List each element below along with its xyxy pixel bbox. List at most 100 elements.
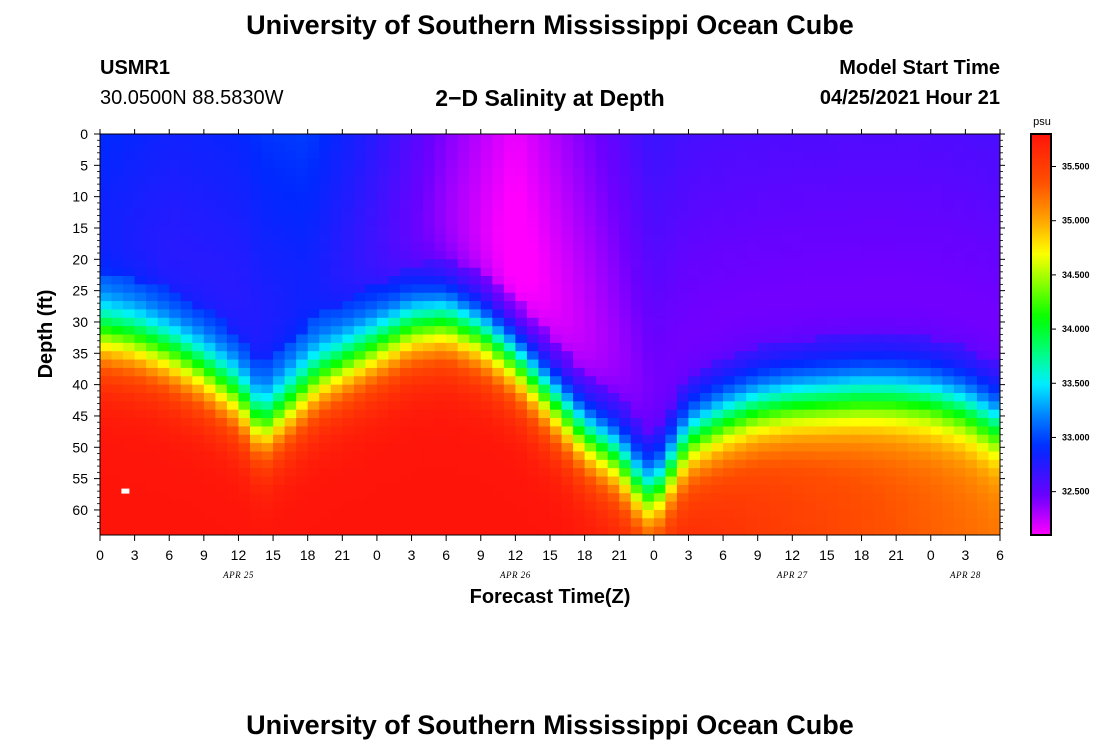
heatmap-cell	[803, 509, 816, 519]
heatmap-cell	[723, 451, 736, 461]
heatmap-cell	[273, 501, 286, 511]
heatmap-cell	[584, 301, 597, 311]
heatmap-cell	[446, 225, 459, 235]
heatmap-cell	[815, 250, 828, 260]
heatmap-cell	[365, 351, 378, 361]
heatmap-cell	[711, 509, 724, 519]
heatmap-cell	[815, 284, 828, 294]
heatmap-cell	[330, 518, 343, 528]
heatmap-cell	[469, 484, 482, 494]
heatmap-cell	[884, 250, 897, 260]
heatmap-cell	[353, 426, 366, 436]
heatmap-cell	[803, 359, 816, 369]
heatmap-cell	[919, 234, 932, 244]
heatmap-cell	[988, 184, 1000, 194]
heatmap-cell	[838, 192, 851, 202]
heatmap-cell	[573, 159, 586, 169]
heatmap-cell	[884, 418, 897, 427]
heatmap-cell	[896, 225, 909, 235]
heatmap-cell	[584, 434, 597, 444]
heatmap-cell	[861, 276, 874, 285]
x-tick-label: 0	[927, 547, 935, 563]
heatmap-cell	[388, 468, 401, 478]
heatmap-cell	[526, 493, 540, 503]
heatmap-cell	[342, 150, 355, 160]
heatmap-cell	[573, 526, 586, 535]
heatmap-cell	[688, 209, 701, 219]
heatmap-cell	[365, 443, 378, 453]
heatmap-cell	[492, 526, 505, 535]
heatmap-cell	[907, 392, 920, 402]
heatmap-cell	[700, 217, 713, 227]
heatmap-cell	[734, 426, 747, 436]
heatmap-cell	[746, 250, 759, 260]
heatmap-cell	[838, 459, 851, 469]
heatmap-cell	[492, 493, 505, 503]
heatmap-cell	[596, 142, 609, 152]
heatmap-cell	[284, 434, 297, 444]
heatmap-cell	[180, 159, 193, 169]
heatmap-cell	[411, 392, 424, 402]
heatmap-cell	[238, 476, 251, 486]
heatmap-cell	[111, 192, 124, 202]
heatmap-cell	[953, 326, 966, 336]
heatmap-cell	[353, 401, 366, 411]
heatmap-cell	[330, 217, 343, 227]
heatmap-cell	[446, 192, 459, 202]
heatmap-cell	[919, 351, 932, 361]
heatmap-cell	[457, 392, 470, 402]
heatmap-cell	[792, 217, 805, 227]
heatmap-cell	[319, 159, 332, 169]
heatmap-cell	[111, 351, 124, 361]
heatmap-cell	[376, 292, 390, 302]
heatmap-cell	[261, 142, 274, 152]
heatmap-cell	[688, 134, 701, 143]
top-title: University of Southern Mississippi Ocean…	[246, 10, 854, 40]
heatmap-cell	[515, 376, 528, 386]
heatmap-cell	[180, 443, 193, 453]
heatmap-cell	[573, 359, 586, 369]
heatmap-cell	[307, 259, 320, 269]
heatmap-cell	[411, 234, 424, 244]
heatmap-cell	[953, 518, 966, 528]
heatmap-cell	[665, 150, 678, 160]
heatmap-cell	[192, 509, 205, 519]
heatmap-cell	[134, 242, 147, 252]
heatmap-cell	[723, 476, 736, 486]
heatmap-cell	[492, 225, 505, 235]
heatmap-cell	[792, 142, 805, 152]
heatmap-cell	[930, 468, 943, 478]
heatmap-cell	[850, 326, 863, 336]
heatmap-cell	[907, 242, 920, 252]
heatmap-cell	[296, 392, 309, 402]
heatmap-cell	[561, 476, 574, 486]
heatmap-cell	[250, 159, 263, 169]
heatmap-cell	[296, 184, 309, 194]
heatmap-cell	[503, 301, 516, 311]
heatmap-cell	[353, 392, 366, 402]
heatmap-cell	[653, 242, 666, 252]
heatmap-cell	[238, 401, 251, 411]
heatmap-cell	[850, 184, 863, 194]
heatmap-cell	[861, 401, 874, 411]
heatmap-cell	[919, 384, 932, 394]
heatmap-cell	[723, 384, 736, 394]
heatmap-cell	[503, 209, 516, 219]
heatmap-cell	[976, 200, 990, 210]
heatmap-cell	[215, 217, 228, 227]
heatmap-cell	[792, 476, 805, 486]
heatmap-cell	[665, 267, 678, 277]
heatmap-cell	[388, 225, 401, 235]
heatmap-cell	[480, 292, 493, 302]
heatmap-cell	[642, 459, 655, 469]
heatmap-cell	[434, 384, 447, 394]
heatmap-cell	[307, 276, 320, 285]
heatmap-cell	[330, 401, 343, 411]
heatmap-cell	[769, 167, 782, 177]
x-tick-label: 12	[231, 547, 247, 563]
heatmap-cell	[757, 217, 770, 227]
heatmap-cell	[503, 509, 516, 519]
heatmap-cell	[376, 217, 390, 227]
heatmap-cell	[907, 225, 920, 235]
heatmap-cell	[815, 418, 828, 427]
